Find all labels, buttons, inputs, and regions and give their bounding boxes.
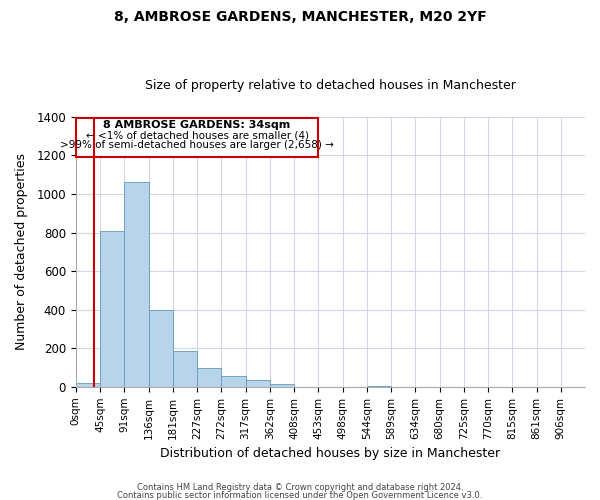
- Title: Size of property relative to detached houses in Manchester: Size of property relative to detached ho…: [145, 79, 516, 92]
- Text: Contains public sector information licensed under the Open Government Licence v3: Contains public sector information licen…: [118, 490, 482, 500]
- X-axis label: Distribution of detached houses by size in Manchester: Distribution of detached houses by size …: [160, 447, 500, 460]
- Text: 8 AMBROSE GARDENS: 34sqm: 8 AMBROSE GARDENS: 34sqm: [103, 120, 290, 130]
- Bar: [270, 384, 294, 387]
- Bar: [197, 368, 221, 387]
- Text: ← <1% of detached houses are smaller (4): ← <1% of detached houses are smaller (4): [86, 130, 308, 140]
- Text: >99% of semi-detached houses are larger (2,658) →: >99% of semi-detached houses are larger …: [60, 140, 334, 149]
- Text: 8, AMBROSE GARDENS, MANCHESTER, M20 2YF: 8, AMBROSE GARDENS, MANCHESTER, M20 2YF: [113, 10, 487, 24]
- Bar: [149, 310, 173, 387]
- Y-axis label: Number of detached properties: Number of detached properties: [15, 154, 28, 350]
- Bar: [367, 386, 391, 387]
- Bar: [76, 118, 318, 158]
- Bar: [124, 182, 149, 387]
- Bar: [245, 380, 270, 387]
- Bar: [100, 230, 124, 387]
- Bar: [173, 351, 197, 387]
- Bar: [221, 376, 245, 387]
- Bar: [76, 383, 100, 387]
- Text: Contains HM Land Registry data © Crown copyright and database right 2024.: Contains HM Land Registry data © Crown c…: [137, 484, 463, 492]
